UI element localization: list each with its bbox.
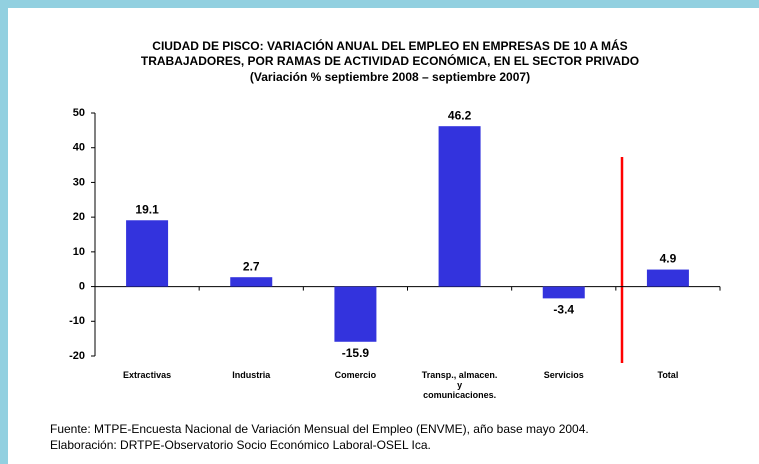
x-tick-label: Extractivas	[123, 370, 172, 380]
x-tick-label: Industria	[232, 370, 271, 380]
chart-title: TRABAJADORES, POR RAMAS DE ACTIVIDAD ECO…	[141, 53, 639, 68]
y-tick-label: 40	[73, 142, 85, 154]
y-tick-label: 30	[73, 176, 85, 188]
data-label: 2.7	[243, 259, 260, 273]
data-label: 4.9	[660, 252, 677, 266]
data-label: -15.9	[342, 346, 370, 360]
chart-title: CIUDAD DE PISCO: VARIACIÓN ANUAL DEL EMP…	[152, 38, 627, 53]
chart-subtitle: (Variación % septiembre 2008 – septiembr…	[250, 70, 530, 84]
bar	[438, 126, 481, 287]
x-tick-label: Total	[657, 370, 679, 380]
data-label: 46.2	[448, 108, 472, 122]
bar	[542, 286, 585, 299]
x-tick-label: Comercio	[334, 370, 377, 380]
chart: CIUDAD DE PISCO: VARIACIÓN ANUAL DEL EMP…	[69, 38, 721, 363]
footer-text: Fuente: MTPE-Encuesta Nacional de Variac…	[50, 422, 589, 436]
footer-text: Elaboración: DRTPE-Observatorio Socio Ec…	[50, 438, 431, 452]
bar	[334, 286, 377, 342]
data-label: -3.4	[553, 303, 574, 317]
x-tick-label: Servicios	[543, 370, 584, 380]
y-tick-label: 50	[73, 107, 85, 119]
y-tick-label: 0	[79, 280, 85, 292]
bar	[646, 269, 689, 287]
bar	[126, 220, 169, 287]
x-tick-label: Transp., almacen. y comunicaciones.	[421, 370, 498, 400]
y-tick-label: 10	[73, 246, 85, 258]
data-label: 19.1	[135, 202, 159, 216]
bar	[230, 277, 273, 287]
y-tick-label: -10	[69, 315, 85, 327]
y-tick-label: -20	[69, 350, 85, 362]
y-tick-label: 20	[73, 211, 85, 223]
